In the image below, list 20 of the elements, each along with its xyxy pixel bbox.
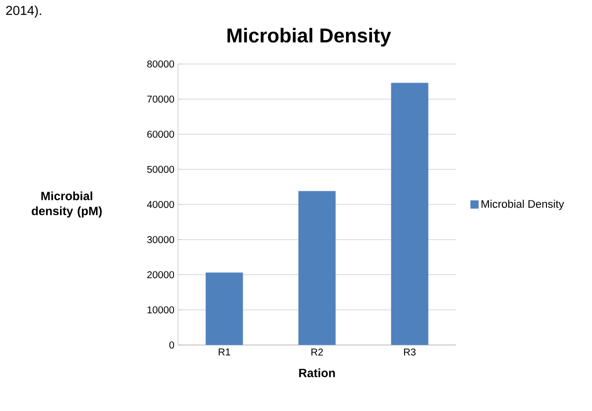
x-tick-label: R3 — [404, 348, 416, 356]
x-tick-label: R2 — [311, 348, 323, 356]
y-tick-label: 50000 — [147, 166, 174, 173]
y-tick-label: 60000 — [147, 130, 174, 138]
y-tick-label: 30000 — [147, 236, 174, 244]
y-axis-title: Microbial density (pM) — [32, 191, 102, 218]
y-tick-label: 70000 — [147, 96, 174, 103]
y-tick-label: 40000 — [147, 200, 174, 208]
x-tick-label: R1 — [218, 348, 230, 356]
bar — [390, 82, 428, 345]
x-axis-title: Ration — [299, 368, 335, 378]
bar — [206, 272, 244, 345]
y-tick-label: 80000 — [147, 60, 174, 68]
bar — [298, 190, 336, 345]
text: 2014). — [6, 6, 42, 18]
legend-label: Microbial Density — [482, 200, 564, 210]
y-tick-label: 0 — [169, 341, 174, 349]
y-tick-label: 10000 — [148, 306, 174, 314]
chart-title: Microbial Density — [228, 28, 392, 47]
y-tick-label: 20000 — [147, 271, 174, 278]
